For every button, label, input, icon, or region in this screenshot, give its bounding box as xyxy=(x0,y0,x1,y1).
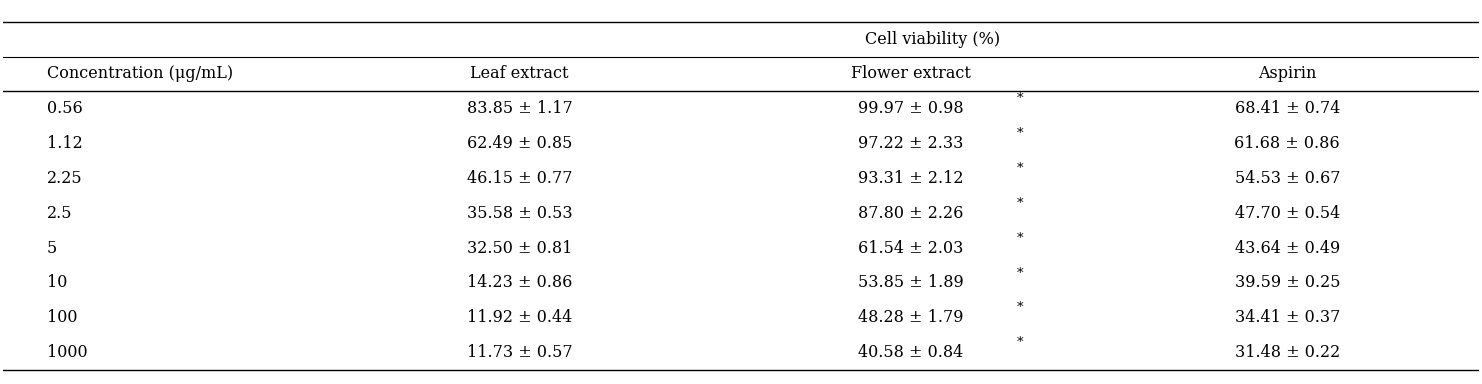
Text: *: * xyxy=(1017,197,1024,210)
Text: 48.28 ± 1.79: 48.28 ± 1.79 xyxy=(858,309,963,326)
Text: *: * xyxy=(1017,336,1024,349)
Text: 31.48 ± 0.22: 31.48 ± 0.22 xyxy=(1235,344,1340,361)
Text: Concentration (μg/mL): Concentration (μg/mL) xyxy=(47,65,233,83)
Text: *: * xyxy=(1017,232,1024,245)
Text: 0.56: 0.56 xyxy=(47,100,83,117)
Text: 11.73 ± 0.57: 11.73 ± 0.57 xyxy=(467,344,572,361)
Text: 1.12: 1.12 xyxy=(47,135,83,152)
Text: Cell viability (%): Cell viability (%) xyxy=(865,31,1000,48)
Text: 2.25: 2.25 xyxy=(47,170,83,187)
Text: 83.85 ± 1.17: 83.85 ± 1.17 xyxy=(467,100,572,117)
Text: 97.22 ± 2.33: 97.22 ± 2.33 xyxy=(858,135,963,152)
Text: 10: 10 xyxy=(47,274,68,291)
Text: 54.53 ± 0.67: 54.53 ± 0.67 xyxy=(1235,170,1340,187)
Text: 87.80 ± 2.26: 87.80 ± 2.26 xyxy=(858,205,963,222)
Text: Aspirin: Aspirin xyxy=(1258,65,1316,83)
Text: *: * xyxy=(1017,93,1024,106)
Text: 14.23 ± 0.86: 14.23 ± 0.86 xyxy=(467,274,572,291)
Text: 11.92 ± 0.44: 11.92 ± 0.44 xyxy=(467,309,572,326)
Text: 40.58 ± 0.84: 40.58 ± 0.84 xyxy=(858,344,963,361)
Text: 53.85 ± 1.89: 53.85 ± 1.89 xyxy=(858,274,963,291)
Text: Leaf extract: Leaf extract xyxy=(470,65,569,83)
Text: 34.41 ± 0.37: 34.41 ± 0.37 xyxy=(1235,309,1340,326)
Text: 2.5: 2.5 xyxy=(47,205,73,222)
Text: 61.54 ± 2.03: 61.54 ± 2.03 xyxy=(858,240,963,257)
Text: 61.68 ± 0.86: 61.68 ± 0.86 xyxy=(1235,135,1340,152)
Text: 68.41 ± 0.74: 68.41 ± 0.74 xyxy=(1235,100,1340,117)
Text: 62.49 ± 0.85: 62.49 ± 0.85 xyxy=(467,135,572,152)
Text: 46.15 ± 0.77: 46.15 ± 0.77 xyxy=(467,170,572,187)
Text: *: * xyxy=(1017,266,1024,280)
Text: *: * xyxy=(1017,301,1024,314)
Text: 47.70 ± 0.54: 47.70 ± 0.54 xyxy=(1235,205,1340,222)
Text: 99.97 ± 0.98: 99.97 ± 0.98 xyxy=(858,100,963,117)
Text: 32.50 ± 0.81: 32.50 ± 0.81 xyxy=(467,240,572,257)
Text: 100: 100 xyxy=(47,309,77,326)
Text: *: * xyxy=(1017,127,1024,140)
Text: 35.58 ± 0.53: 35.58 ± 0.53 xyxy=(467,205,572,222)
Text: 39.59 ± 0.25: 39.59 ± 0.25 xyxy=(1235,274,1340,291)
Text: 43.64 ± 0.49: 43.64 ± 0.49 xyxy=(1235,240,1340,257)
Text: 93.31 ± 2.12: 93.31 ± 2.12 xyxy=(858,170,963,187)
Text: Flower extract: Flower extract xyxy=(851,65,971,83)
Text: 5: 5 xyxy=(47,240,58,257)
Text: 1000: 1000 xyxy=(47,344,87,361)
Text: *: * xyxy=(1017,162,1024,175)
